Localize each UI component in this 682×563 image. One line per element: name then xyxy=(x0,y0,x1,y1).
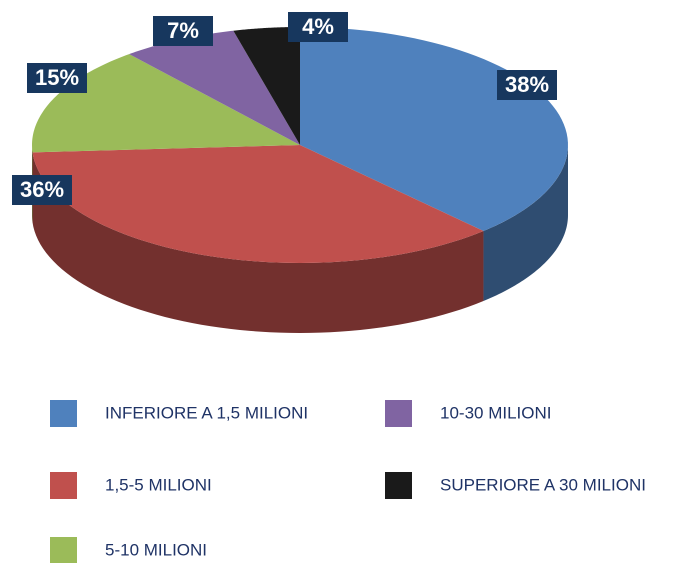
label-box xyxy=(153,16,213,46)
legend-label: 5-10 MILIONI xyxy=(105,540,207,559)
data-label: 15% xyxy=(35,65,79,90)
label-box xyxy=(27,63,87,93)
legend-swatch xyxy=(50,400,77,427)
slice xyxy=(32,145,484,263)
legend-label: SUPERIORE A 30 MILIONI xyxy=(440,475,646,494)
label-box xyxy=(288,12,348,42)
legend-label: 10-30 MILIONI xyxy=(440,403,552,422)
slice xyxy=(129,30,300,146)
slice xyxy=(233,27,300,145)
data-label: 38% xyxy=(505,72,549,97)
data-label: 36% xyxy=(20,177,64,202)
legend-swatch xyxy=(50,537,77,563)
data-label: 7% xyxy=(167,18,199,43)
legend-swatch xyxy=(50,472,77,499)
legend-swatch xyxy=(385,472,412,499)
label-box xyxy=(12,175,72,205)
data-label: 4% xyxy=(302,14,334,39)
label-box xyxy=(497,70,557,100)
slice-side xyxy=(32,152,484,333)
legend-label: 1,5-5 MILIONI xyxy=(105,475,212,494)
legend-label: INFERIORE A 1,5 MILIONI xyxy=(105,403,308,422)
slice xyxy=(32,54,300,153)
slice-side xyxy=(483,145,568,302)
legend-swatch xyxy=(385,400,412,427)
